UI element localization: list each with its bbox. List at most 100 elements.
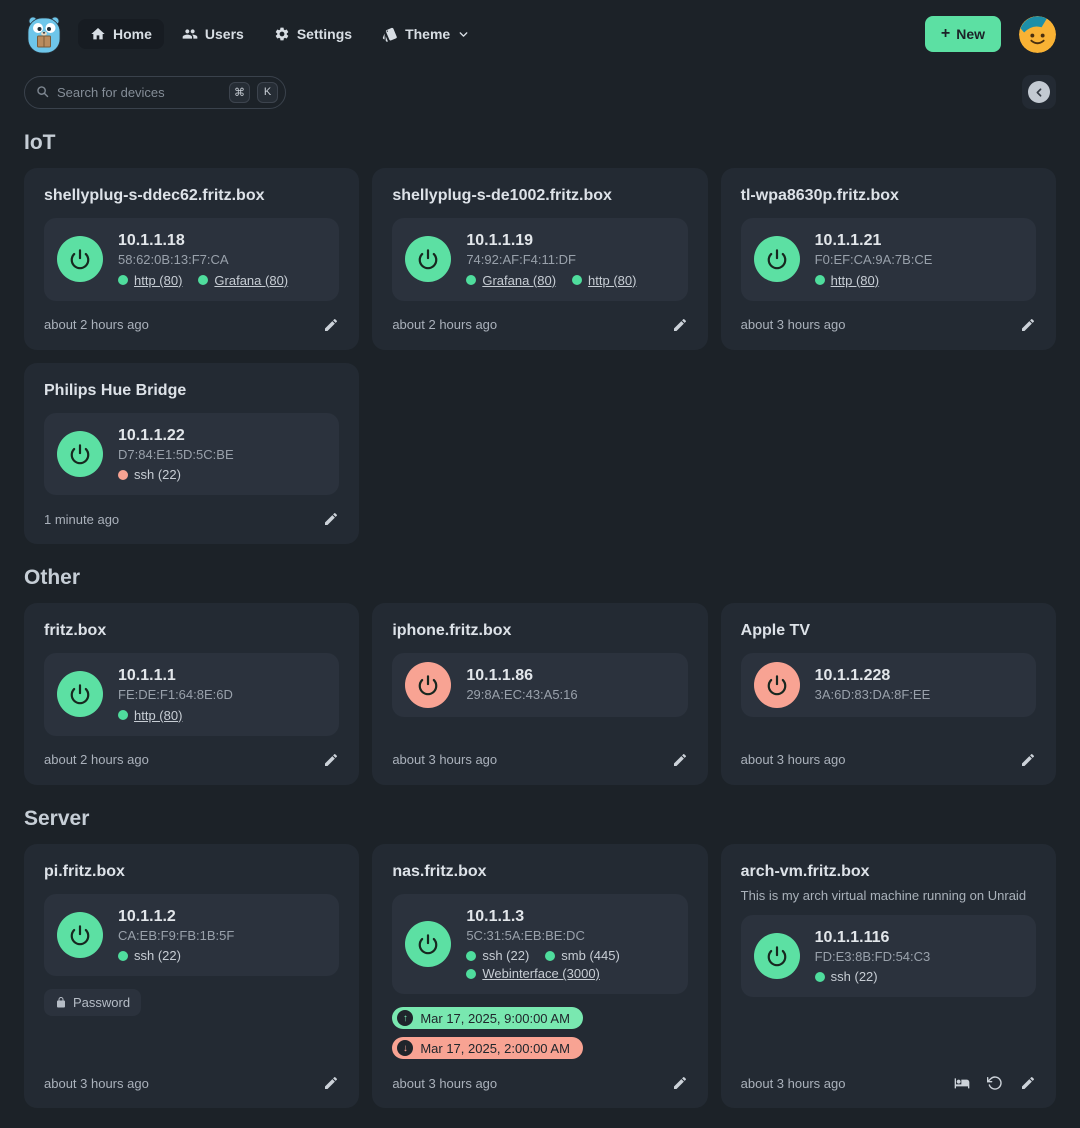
device-mac: FD:E3:8B:FD:54:C3 (814, 948, 931, 964)
device-name: fritz.box (44, 622, 107, 640)
device-grid: fritz.box 10.1.1.1 FE:DE:F1:64:8E:6D http (… (24, 603, 1056, 785)
edit-device-button[interactable] (1020, 1075, 1036, 1091)
device-card: iphone.fritz.box 10.1.1.86 29:8A:EC:43:A5:… (372, 603, 708, 785)
port-status-dot-icon (118, 710, 128, 721)
card-footer: about 2 hours ago (44, 301, 339, 333)
port-link: http (80) (118, 273, 182, 288)
device-info: 10.1.1.2 CA:EB:F9:FB:1B:5F ssh (22) (118, 903, 234, 968)
nav-menu: Home Users Settings Theme (78, 19, 482, 49)
port-link-label[interactable]: http (80) (134, 272, 183, 288)
power-button[interactable] (753, 662, 800, 709)
port-link: http (80) (118, 708, 182, 723)
nav-item-label: Theme (405, 26, 451, 42)
search-input[interactable] (57, 84, 222, 100)
device-card: shellyplug-s-ddec62.fritz.box 10.1.1.18 58… (24, 168, 360, 350)
port-link-label[interactable]: Grafana (80) (482, 272, 557, 288)
device-panel: 10.1.1.1 FE:DE:F1:64:8E:6D http (80) (44, 653, 340, 736)
port-link-label[interactable]: http (80) (830, 272, 880, 288)
port-status-dot-icon (118, 275, 128, 286)
card-footer: about 3 hours ago (741, 301, 1036, 333)
nav-item-theme[interactable]: Theme (370, 19, 482, 49)
plus-icon: + (940, 25, 951, 42)
port-link-label[interactable]: http (80) (134, 707, 183, 723)
port-status: ssh (22) (814, 969, 878, 984)
edit-device-button[interactable] (1020, 317, 1036, 333)
port-status: ssh (22) (118, 467, 181, 482)
edit-device-button[interactable] (323, 752, 339, 768)
card-actions (954, 1075, 1036, 1091)
nav-item-label: Home (113, 26, 152, 42)
device-ip: 10.1.1.228 (814, 667, 891, 685)
device-ip: 10.1.1.21 (814, 232, 882, 249)
nav-item-users[interactable]: Users (170, 19, 256, 49)
device-ip: 10.1.1.18 (118, 232, 185, 249)
nav-item-settings[interactable]: Settings (262, 19, 364, 49)
power-button[interactable] (405, 236, 452, 283)
device-panel: 10.1.1.18 58:62:0B:13:F7:CA http (80) Grafa… (44, 218, 340, 301)
edit-device-button[interactable] (1020, 752, 1036, 768)
device-card: arch-vm.fritz.box This is my arch virtual… (720, 843, 1056, 1109)
home-icon (91, 28, 105, 40)
card-footer: about 3 hours ago (44, 1059, 339, 1091)
port-link-label[interactable]: Webinterface (3000) (482, 966, 600, 982)
arrow-down-circle-icon: ↓ (397, 1040, 414, 1057)
port-link-label[interactable]: http (80) (588, 272, 637, 288)
power-button[interactable] (57, 911, 103, 958)
device-card: tl-wpa8630p.fritz.box 10.1.1.21 F0:EF:CA:9… (720, 168, 1056, 350)
port-link: http (80) (814, 272, 880, 288)
card-footer: about 3 hours ago (392, 1059, 687, 1091)
port-list: http (80) (814, 272, 933, 288)
sleep-bed-button[interactable] (954, 1075, 970, 1091)
device-ip: 10.1.1.2 (118, 907, 176, 925)
power-button[interactable] (753, 932, 800, 979)
device-info: 10.1.1.19 74:92:AF:F4:11:DF Grafana (80) ht… (466, 227, 636, 292)
device-ip: 10.1.1.19 (466, 232, 534, 249)
chevron-down-icon (459, 31, 468, 37)
new-device-button[interactable]: + New (924, 16, 1001, 52)
device-name: iphone.fritz.box (392, 622, 512, 640)
port-list: http (80) Grafana (80) (118, 273, 288, 288)
device-info: 10.1.1.116 FD:E3:8B:FD:54:C3 ssh (22) (814, 924, 931, 989)
device-info: 10.1.1.86 29:8A:EC:43:A5:16 (466, 662, 577, 708)
device-panel: 10.1.1.116 FD:E3:8B:FD:54:C3 ssh (22) (740, 914, 1036, 998)
port-status-dot-icon (466, 950, 477, 961)
reboot-button[interactable] (987, 1075, 1003, 1091)
port-link: Grafana (80) (466, 273, 556, 288)
shortcut-k-key: K (257, 81, 278, 103)
power-button[interactable] (405, 920, 452, 967)
nav-item-home[interactable]: Home (78, 19, 164, 49)
edit-device-button[interactable] (672, 1075, 688, 1091)
edit-device-button[interactable] (672, 752, 688, 768)
power-button[interactable] (57, 430, 103, 477)
port-status-dot-icon (198, 275, 209, 286)
edit-device-button[interactable] (323, 317, 339, 333)
section-title: IoT (24, 131, 56, 154)
card-actions (323, 317, 339, 333)
theme-icon (382, 27, 397, 42)
edit-device-button[interactable] (323, 511, 339, 527)
device-mac: D7:84:E1:5D:5C:BE (118, 446, 234, 462)
power-button[interactable] (57, 236, 103, 283)
gopher-logo-icon[interactable] (24, 14, 64, 54)
device-mac: 58:62:0B:13:F7:CA (118, 252, 229, 267)
card-actions (323, 511, 339, 527)
power-button[interactable] (405, 662, 452, 709)
gear-icon (275, 27, 289, 41)
user-avatar[interactable] (1019, 15, 1056, 53)
device-mac: 29:8A:EC:43:A5:16 (466, 687, 578, 703)
port-status-label: smb (445) (561, 948, 620, 964)
port-link: Grafana (80) (198, 273, 288, 288)
port-link-label[interactable]: Grafana (80) (214, 272, 289, 288)
device-grid: shellyplug-s-ddec62.fritz.box 10.1.1.18 58… (24, 168, 1056, 545)
device-card: shellyplug-s-de1002.fritz.box 10.1.1.19 74… (372, 168, 708, 350)
power-button[interactable] (57, 671, 103, 718)
edit-device-button[interactable] (323, 1075, 339, 1091)
port-list: ssh (22) smb (445) Webinterface (3000) (466, 948, 674, 981)
card-actions (1020, 317, 1036, 333)
edit-device-button[interactable] (672, 317, 688, 333)
device-mac: 5C:31:5A:EB:BE:DC (466, 927, 585, 943)
scroll-collapse-button[interactable] (1022, 75, 1056, 109)
power-button[interactable] (753, 236, 800, 283)
shortcut-cmd-key: ⌘ (229, 81, 250, 103)
port-status-dot-icon (466, 968, 477, 979)
